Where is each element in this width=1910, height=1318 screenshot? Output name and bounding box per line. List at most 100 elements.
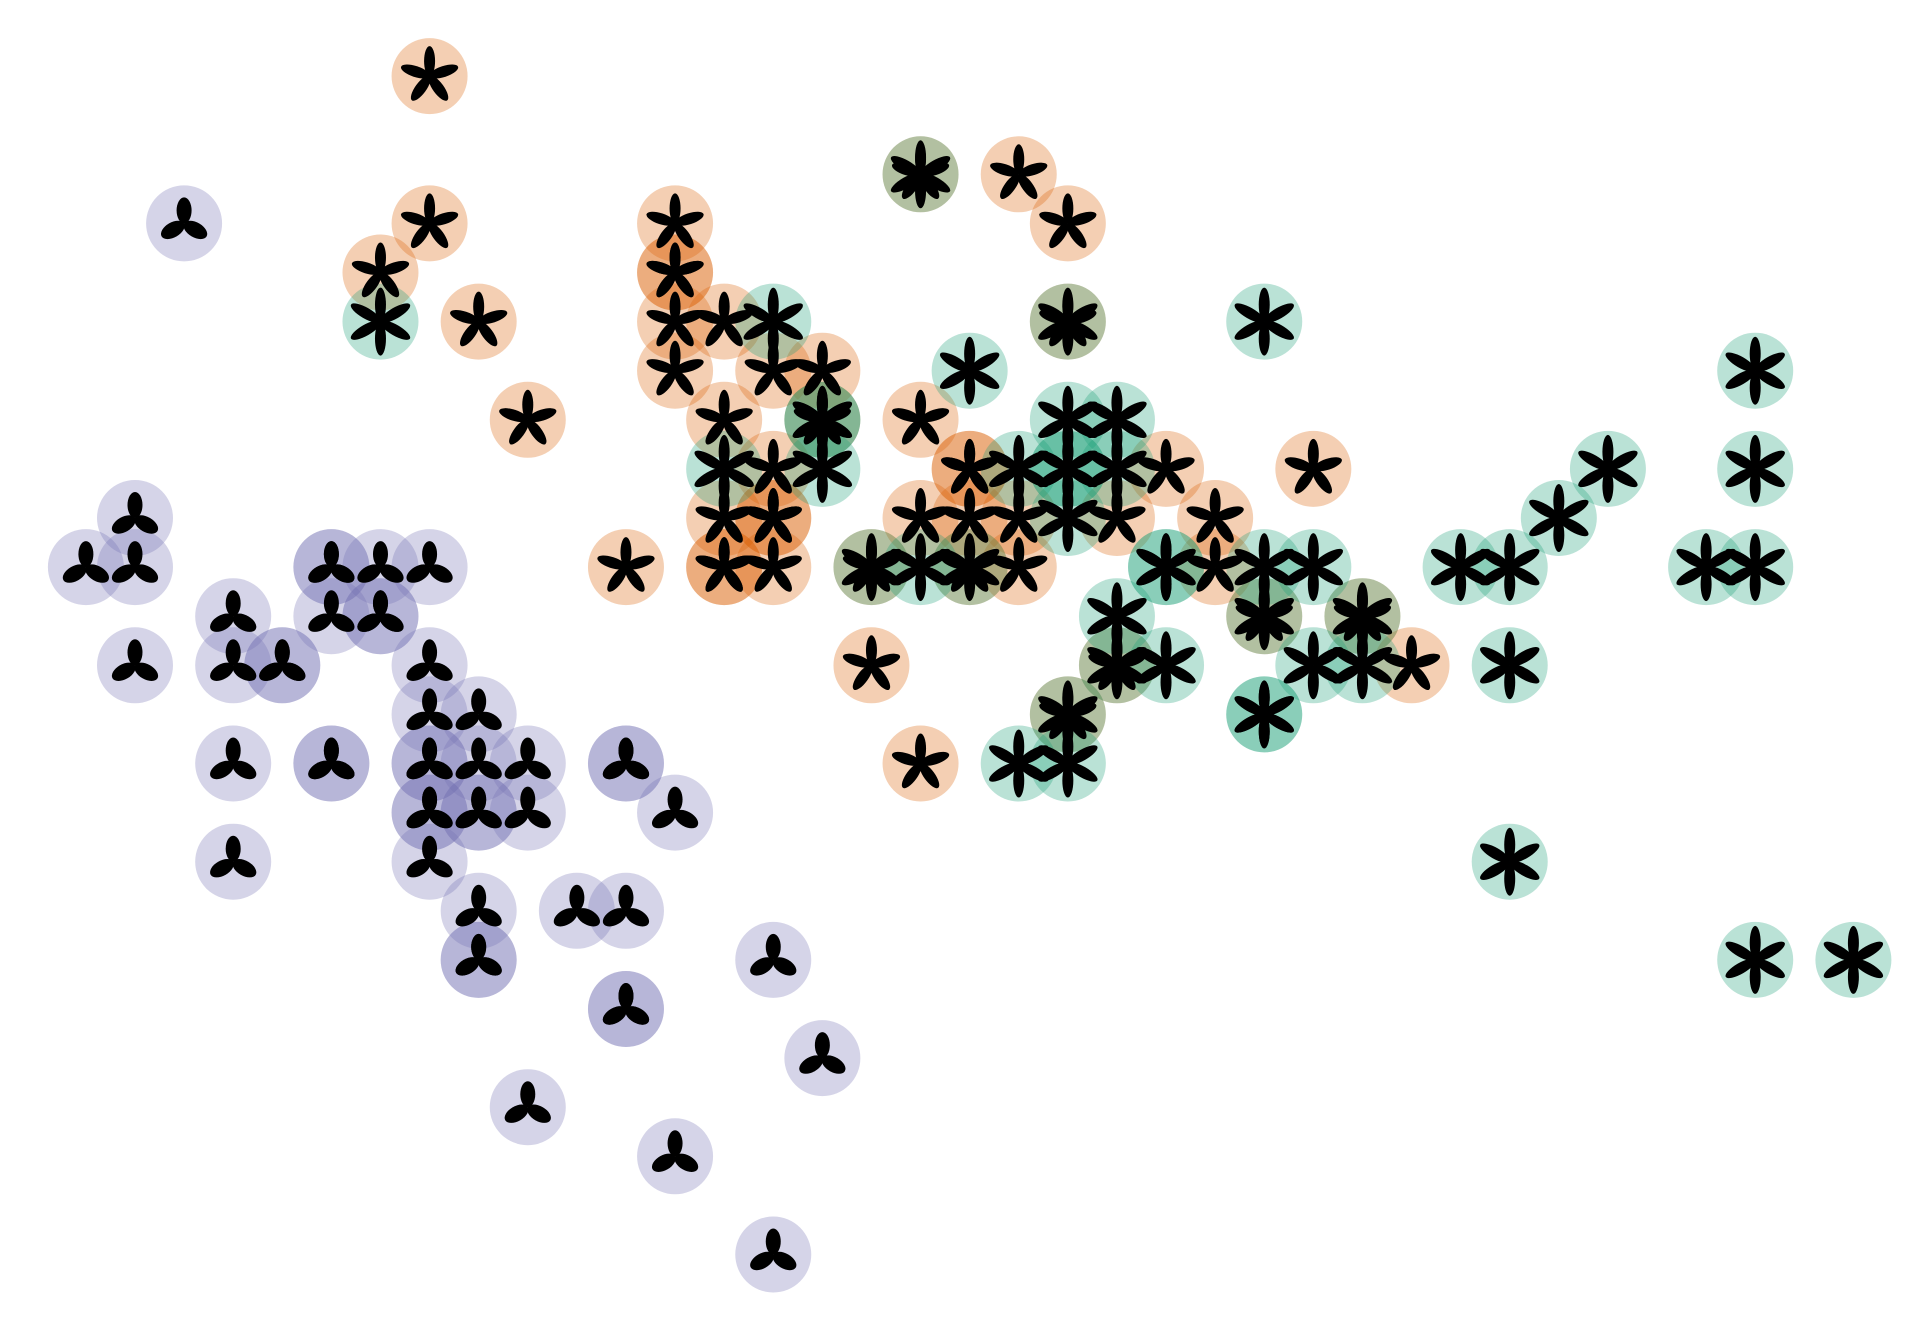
petal xyxy=(1136,548,1167,569)
petal xyxy=(1062,714,1074,749)
petal xyxy=(553,908,578,927)
petal xyxy=(1000,517,1020,543)
petal xyxy=(1196,517,1217,543)
petal xyxy=(1111,665,1123,700)
petal xyxy=(1209,488,1221,518)
petal xyxy=(1509,647,1540,667)
petal xyxy=(429,64,459,79)
petal xyxy=(1067,696,1098,716)
petal xyxy=(964,438,976,469)
petal xyxy=(1749,959,1761,994)
petal xyxy=(646,211,676,226)
petal xyxy=(939,352,970,372)
petal xyxy=(1480,860,1510,880)
flower-glyph xyxy=(1480,631,1540,700)
flower-glyph xyxy=(1137,438,1195,494)
petal xyxy=(1480,565,1510,586)
petal xyxy=(1116,614,1147,635)
flower-glyph xyxy=(651,1130,699,1172)
petal xyxy=(718,291,730,322)
flower-glyph xyxy=(646,193,704,249)
petal xyxy=(372,590,388,617)
petal xyxy=(822,359,851,374)
petal xyxy=(1283,647,1314,667)
flower-glyph xyxy=(455,688,502,731)
petal xyxy=(969,352,1000,372)
petal xyxy=(767,438,779,469)
petal xyxy=(646,359,676,374)
petal xyxy=(428,809,453,829)
petal xyxy=(1018,555,1048,570)
flower-glyph xyxy=(455,884,502,927)
petal xyxy=(705,517,726,543)
petal xyxy=(799,1055,823,1074)
petal xyxy=(477,321,498,347)
petal xyxy=(1509,860,1540,880)
petal xyxy=(504,760,529,780)
petal xyxy=(210,662,234,681)
petal xyxy=(743,303,774,323)
petal xyxy=(527,809,551,829)
petal xyxy=(1725,941,1756,962)
petal xyxy=(62,564,87,583)
petal xyxy=(1754,467,1785,488)
petal xyxy=(674,260,704,275)
petal xyxy=(372,541,388,568)
petal xyxy=(656,370,677,396)
flower-glyph xyxy=(799,1032,846,1074)
petal xyxy=(1186,506,1216,521)
petal xyxy=(602,1006,627,1025)
petal xyxy=(1480,664,1510,684)
petal xyxy=(1602,468,1614,503)
flower-glyph xyxy=(308,590,355,632)
petal xyxy=(865,635,877,666)
petal xyxy=(625,908,650,927)
petal xyxy=(1087,418,1118,439)
petal xyxy=(822,401,853,422)
flower-glyph xyxy=(455,786,502,829)
petal xyxy=(773,506,802,521)
petal xyxy=(1607,467,1638,488)
petal xyxy=(1111,434,1123,469)
petal xyxy=(111,662,136,681)
petal xyxy=(1215,555,1244,570)
petal xyxy=(939,565,970,586)
flower-glyph xyxy=(1725,925,1785,994)
petal xyxy=(1263,303,1294,323)
petal xyxy=(1356,616,1368,651)
flower-glyph xyxy=(1186,537,1244,592)
petal xyxy=(816,434,828,469)
petal xyxy=(1165,457,1195,472)
petal xyxy=(754,370,775,396)
petal xyxy=(422,737,438,764)
flower-glyph xyxy=(842,635,901,690)
flower-glyph xyxy=(1234,582,1294,651)
petal xyxy=(1553,484,1565,518)
flower-glyph xyxy=(1480,533,1540,602)
petal xyxy=(669,340,681,371)
petal xyxy=(410,75,431,101)
petal xyxy=(871,565,902,586)
petal xyxy=(1111,582,1123,617)
petal xyxy=(1749,925,1761,960)
petal xyxy=(1116,467,1147,488)
petal xyxy=(1116,506,1146,521)
petal xyxy=(950,468,971,494)
petal xyxy=(822,418,853,439)
petal xyxy=(822,450,853,471)
petal xyxy=(576,908,600,927)
petal xyxy=(724,408,753,423)
flower-glyph xyxy=(990,144,1048,199)
petal xyxy=(1258,321,1270,356)
petal xyxy=(455,957,480,976)
flower-glyph xyxy=(750,1228,797,1271)
petal xyxy=(504,809,529,829)
petal xyxy=(1038,467,1069,488)
petal xyxy=(1823,941,1854,962)
petal xyxy=(674,370,694,396)
petal xyxy=(455,711,480,731)
petal xyxy=(428,662,453,681)
flower-glyph xyxy=(891,733,950,789)
petal xyxy=(1234,548,1265,569)
petal xyxy=(920,408,950,423)
